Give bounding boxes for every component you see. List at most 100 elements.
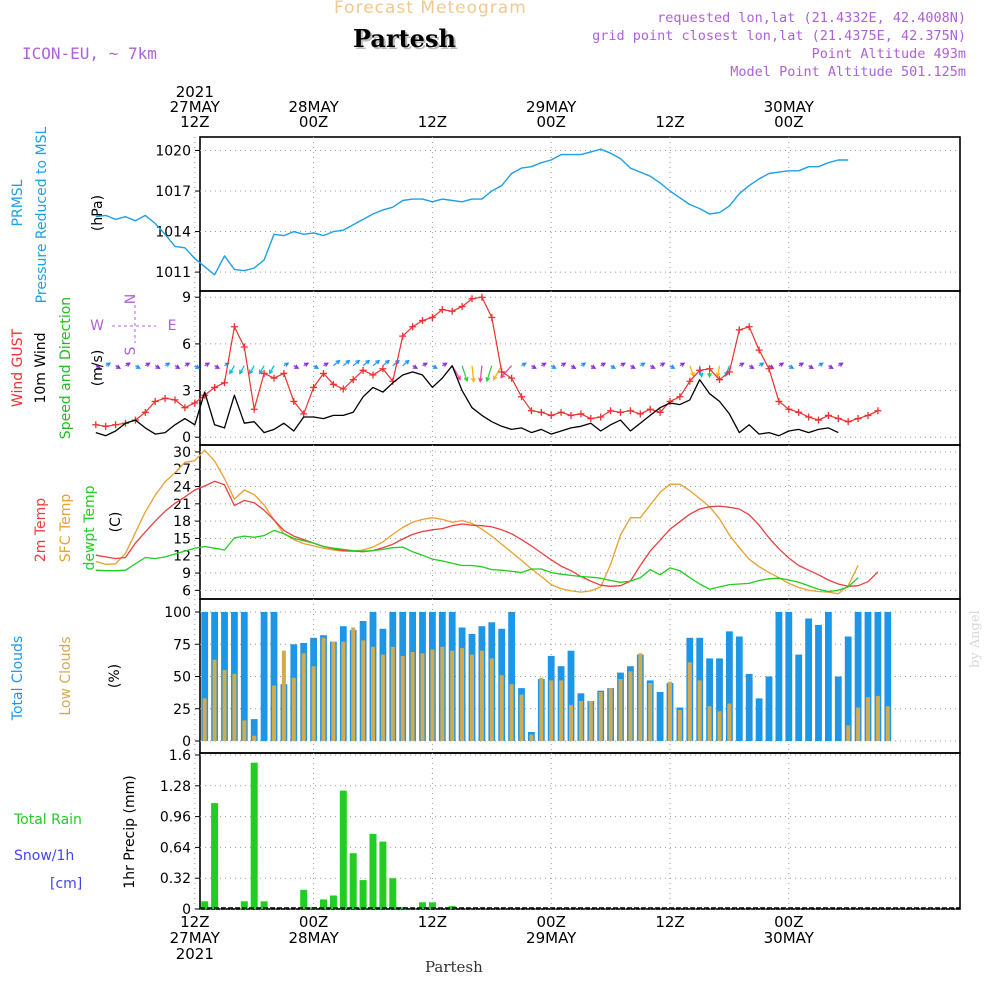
pressure-series-line [95,148,849,276]
wind-direction-arrow [268,365,275,374]
compass-e: E [168,318,177,334]
low-cloud-bar [628,671,633,741]
snow-label: Snow/1h [14,848,74,864]
wind-gust-marker [300,410,308,418]
wind-direction-arrowhead [581,362,587,367]
wind-direction-arrow [479,365,483,382]
total-cloud-bar [260,612,268,741]
wind-direction-arrowhead [724,371,729,378]
wind-speed-dir-label: Speed and Direction [58,297,74,439]
wind-direction-arrowhead [521,362,527,367]
clouds-ytick-label: 25 [173,702,191,718]
wind-direction-arrowhead [838,362,844,367]
wind-gust-marker [626,407,634,415]
compass-n: N [123,294,139,304]
low-cloud-bar [717,711,722,741]
temp-ytick-label: 18 [173,514,191,530]
wind-direction-arrowhead [175,364,181,369]
clouds-ytick-label: 0 [182,734,191,750]
low-cloud-bar [529,734,534,741]
wind-gust-marker [617,408,624,416]
sfc-temp-label: SFC Temp [58,494,74,563]
bottom-time-label: 12Z [655,913,684,931]
total-cloud-bar [844,636,852,741]
wind-gust-marker [419,317,426,325]
low-cloud-bar [638,653,643,741]
wind-direction-arrowhead [779,362,785,367]
wind-direction-arrowhead [610,364,616,369]
top-time-label: 28MAY [288,98,339,116]
low-cloud-bar [519,694,524,741]
wind-direction-arrowhead [630,364,636,369]
wind-series-line [95,296,879,427]
temp-series-line [95,529,859,593]
wind-direction-arrowhead [739,362,745,367]
low-cloud-bar [311,666,316,741]
wind-direction-arrowhead [442,362,448,367]
wind-direction-arrowhead [125,362,131,367]
wind-gust-marker [725,368,733,376]
rain-bar [300,889,308,910]
total-rain-label: Total Rain [13,812,82,828]
total-cloud-bar [706,658,713,741]
wind-direction-arrowhead [145,362,151,367]
wind-direction-arrowhead [463,376,469,383]
top-time-label: 29MAY [526,98,577,116]
low-cloud-bar [410,652,415,741]
compass-w: W [90,318,104,334]
low-cloud-bar [400,655,405,741]
low-cloud-bar [252,735,257,741]
low-cloud-bar [549,680,554,741]
wind-gust-marker [775,397,783,405]
wind-gust-marker [498,368,506,376]
wind-direction-arrow [352,360,360,367]
wind-direction-arrowhead [335,359,341,365]
temp-ytick-label: 12 [173,549,191,565]
wind-direction-arrowhead [394,359,400,365]
rain-bar [419,902,426,909]
wind-direction-arrowhead [345,359,351,365]
total-cloud-bar [815,624,822,741]
point-altitude: Point Altitude 493m [811,46,966,62]
low-cloud-bar [559,680,564,741]
bottom-time-label: 12Z [418,913,447,931]
low-cloud-bar [727,703,732,741]
bottom-time-label: 00Z [537,913,566,931]
wind-direction-arrowhead [470,377,476,383]
low-cloud-bar [272,685,276,741]
bottom-time-label: 12Z [180,913,209,931]
low-cloud-bar [539,677,544,741]
wind-direction-arrow [717,365,721,377]
wind-gust-label: Wind GUST [10,328,26,407]
wind-gust-marker [666,397,674,405]
bottom-time-label: 28MAY [288,929,339,947]
model-label: ICON-EU, ~ 7km [22,44,157,63]
precip-ytick-label: 0.96 [160,810,191,826]
low-cloud-bar [856,707,861,741]
wind-gust-marker [250,405,258,413]
temp-ytick-label: 27 [173,462,191,478]
wind-direction-arrow [461,365,468,382]
wind-gust-marker [518,393,525,401]
wind-gust-marker [438,306,446,314]
wind-gust-marker [508,374,516,382]
wind-gust-marker [567,411,575,419]
wind-gust-marker [824,411,832,419]
wind-direction-arrowhead [268,369,274,375]
wind-gust-marker [280,369,288,377]
wind-direction-arrow [362,360,370,367]
wind-gust-marker [141,408,149,416]
wind-gust-marker [547,411,555,419]
wind10-label: 10m Wind [33,332,49,403]
total-cloud-bar [240,612,248,741]
wind-gust-marker [221,379,228,387]
total-cloud-bar [775,612,783,741]
clouds-ytick-label: 75 [173,637,191,653]
wind-direction-arrow [333,360,340,367]
wind-direction-arrowhead [229,369,234,375]
wind-direction-arrow [249,365,255,374]
wind-direction-arrowhead [294,364,300,369]
low-cloud-bar [509,684,514,741]
dewpt-label: dewpt Temp [82,485,98,570]
rain-bar [339,790,347,909]
